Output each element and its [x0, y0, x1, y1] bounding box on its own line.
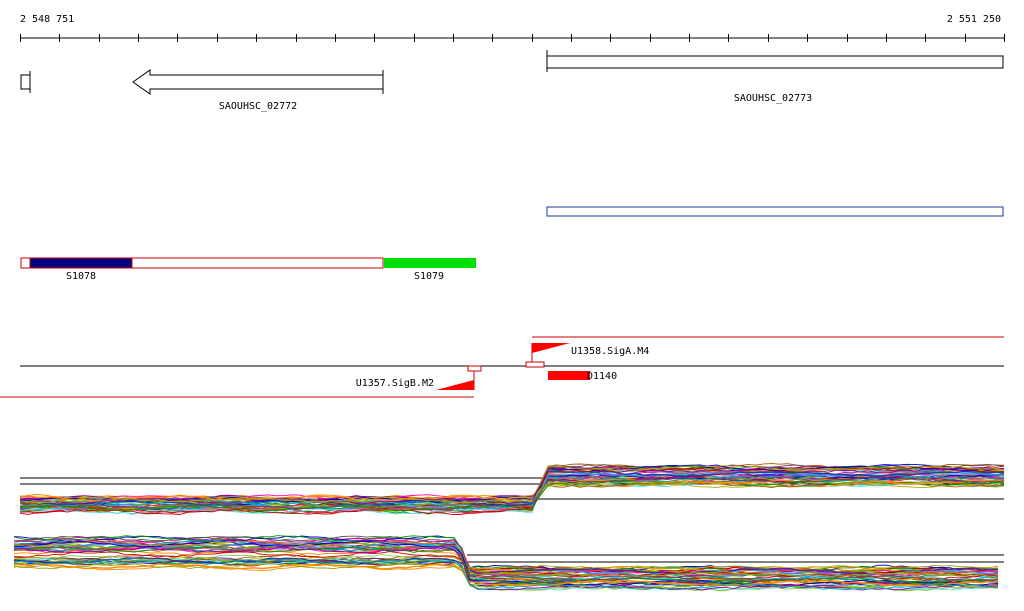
expression-profile-line — [13, 556, 999, 572]
expression-track-plus — [19, 463, 1005, 515]
site-d1140-label: D1140 — [587, 371, 617, 382]
ruler-start-label: 2 548 751 — [20, 14, 74, 25]
expression-profile-line — [19, 465, 1005, 504]
expression-profile-line — [19, 470, 1005, 507]
expression-profile-line — [13, 541, 999, 587]
expression-profile-line — [13, 548, 999, 584]
gene-saouhsc-02772[interactable]: SAOUHSC_02772 — [132, 69, 384, 112]
site-d1140-block[interactable] — [548, 371, 590, 380]
site-u1358-label: U1358.SigA.M4 — [571, 346, 649, 357]
expression-profile-line — [13, 558, 999, 591]
site-d1140[interactable]: D1140 — [548, 371, 617, 382]
expression-profile-line — [13, 558, 999, 591]
feature-box-blue[interactable] — [546, 206, 1004, 217]
segment-s1078-block[interactable] — [29, 257, 133, 269]
site-u1358-marker[interactable] — [525, 361, 545, 368]
segment-label-s1078: S1078 — [66, 271, 96, 282]
gene-track: SAOUHSC_02772 SAOUHSC_02773 — [20, 50, 1004, 112]
expression-profile-line — [13, 551, 999, 578]
expression-profile-line — [13, 546, 998, 591]
gene-arrow-left[interactable] — [132, 69, 384, 95]
gene-label-saouhsc-02773: SAOUHSC_02773 — [734, 93, 812, 104]
expression-track-minus — [13, 535, 1004, 592]
expression-profile-line — [19, 476, 1005, 510]
expression-profile-line — [19, 477, 1005, 504]
gene-box-saouhsc-02773[interactable] — [546, 55, 1004, 69]
ruler-end-label: 2 551 250 — [947, 14, 1001, 25]
expression-profile-line — [13, 535, 998, 582]
segment-track: S1078 S1079 — [20, 257, 476, 282]
segment-outline[interactable] — [20, 257, 384, 269]
site-u1357-marker[interactable] — [467, 365, 482, 372]
expression-profile-line — [13, 563, 999, 587]
gene-label-saouhsc-02772: SAOUHSC_02772 — [219, 101, 297, 112]
segment-label-s1079: S1079 — [414, 271, 444, 282]
site-u1358-flag[interactable] — [532, 343, 570, 353]
site-u1358[interactable]: U1358.SigA.M4 — [525, 343, 649, 368]
segment-s1079-block[interactable] — [384, 258, 476, 268]
expression-profile-line — [13, 540, 999, 578]
coordinate-ruler: 2 548 751 2 551 250 — [20, 14, 1005, 42]
site-u1357-flag[interactable] — [436, 380, 474, 390]
partial-gene-left[interactable] — [20, 74, 30, 90]
site-u1357[interactable]: U1357.SigB.M2 — [356, 365, 482, 390]
gene-saouhsc-02773[interactable]: SAOUHSC_02773 — [546, 50, 1004, 104]
site-u1357-label: U1357.SigB.M2 — [356, 378, 434, 389]
ruler-ticks — [20, 34, 1005, 42]
expression-profile-line — [13, 558, 999, 572]
site-track: U1358.SigA.M4 U1357.SigB.M2 D1140 — [0, 336, 1004, 398]
expression-profile-line — [13, 546, 999, 585]
